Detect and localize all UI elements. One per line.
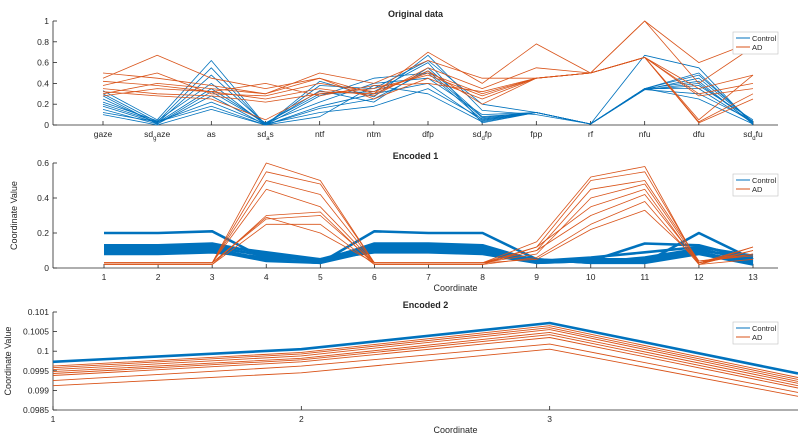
x-tick-label: 3 (547, 414, 552, 424)
ad-series-line (102, 57, 754, 103)
x-tick-label: 1 (51, 414, 56, 424)
x-tick-label: 2 (156, 272, 161, 282)
x-tick-label: gaze (94, 129, 113, 139)
x-tick-label: dfp (422, 129, 434, 139)
x-tick-label: nfu (639, 129, 651, 139)
legend-entry: AD (752, 43, 763, 52)
control-series-line (104, 242, 754, 263)
x-tick-label: fpp (530, 129, 542, 139)
ad-series-line (102, 20, 754, 95)
y-tick-label: 0 (44, 120, 49, 130)
chart-title: Encoded 2 (403, 300, 449, 310)
x-tick-label: 2 (299, 414, 304, 424)
ad-series-line (102, 57, 754, 124)
y-tick-label: 0.8 (37, 37, 49, 47)
subplot-3: 0.0985 0.099 0.0995 0.1 0.1005 0.101 1 2 3 Encode… (3, 300, 798, 435)
control-series-line (104, 242, 754, 265)
control-series-line (104, 251, 754, 266)
ad-series-line (104, 209, 754, 264)
ad-series-line (52, 337, 798, 389)
legend-entry: Control (752, 176, 777, 185)
x-axis-label: Coordinate (433, 283, 477, 293)
x-tick-label: 7 (426, 272, 431, 282)
ad-series-line (52, 327, 798, 380)
x-tick-label: 6 (372, 272, 377, 282)
ad-series-line (52, 329, 798, 382)
y-tick-label: 0.1005 (23, 327, 49, 337)
x-tick-label: 10 (586, 272, 596, 282)
x-tick-label: 1 (102, 272, 107, 282)
legend-entry: Control (752, 324, 777, 333)
y-tick-label: 0.101 (28, 307, 50, 317)
x-tick-label: sdgaze (144, 129, 170, 142)
subplot-1: 0 0.2 0.4 0.6 0.8 1 gaze sdgaze as sdas ntf ntm dfp s… (37, 9, 779, 142)
ad-series-line (52, 334, 798, 387)
chart-title: Encoded 1 (393, 151, 439, 161)
legend-entry: AD (752, 333, 763, 342)
y-tick-label: 0.4 (37, 78, 49, 88)
x-tick-label: as (207, 129, 216, 139)
x-tick-label: ntf (315, 129, 325, 139)
y-tick-label: 0.4 (37, 193, 49, 203)
x-tick-label: 11 (640, 272, 649, 282)
x-tick-label: 13 (748, 272, 758, 282)
y-tick-label: 0.0985 (23, 405, 49, 415)
control-series-line (104, 249, 754, 265)
y-axis-label: Coordinate Value (3, 327, 13, 396)
x-tick-label: rf (588, 129, 594, 139)
y-tick-label: 0.0995 (23, 366, 49, 376)
x-tick-label: 4 (264, 272, 269, 282)
x-tick-label: 5 (318, 272, 323, 282)
ad-series-line (52, 325, 798, 378)
y-axis-label: Coordinate Value (9, 181, 19, 250)
legend-entry: Control (752, 34, 777, 43)
x-tick-label: sddfu (743, 129, 763, 142)
y-tick-label: 0.6 (37, 158, 49, 168)
x-tick-label: dfu (693, 129, 705, 139)
chart-title: Original data (388, 9, 444, 19)
x-tick-label: 3 (210, 272, 215, 282)
y-tick-label: 0.2 (37, 99, 49, 109)
control-series-line (104, 247, 754, 265)
control-series-line (102, 54, 754, 126)
x-tick-label: ntm (367, 129, 381, 139)
control-series-line (104, 244, 754, 263)
x-tick-label: 8 (480, 272, 485, 282)
x-tick-label: sddfp (472, 129, 492, 142)
y-tick-label: 0.2 (37, 228, 49, 238)
y-tick-label: 0.1 (37, 346, 49, 356)
x-tick-label: 9 (534, 272, 539, 282)
control-series-line (52, 321, 798, 375)
y-tick-label: 1 (44, 16, 49, 26)
ad-series-line (52, 348, 798, 397)
ad-series-line (52, 331, 798, 384)
x-tick-label: sdas (257, 129, 274, 142)
y-tick-label: 0.099 (28, 385, 50, 395)
x-tick-label: 12 (694, 272, 704, 282)
x-axis-label: Coordinate (433, 425, 477, 435)
legend-entry: AD (752, 185, 763, 194)
y-tick-label: 0 (44, 263, 49, 273)
ad-series-line (104, 201, 754, 265)
control-series-line (102, 72, 754, 126)
ad-series-line (52, 343, 798, 393)
y-tick-label: 0.6 (37, 58, 49, 68)
